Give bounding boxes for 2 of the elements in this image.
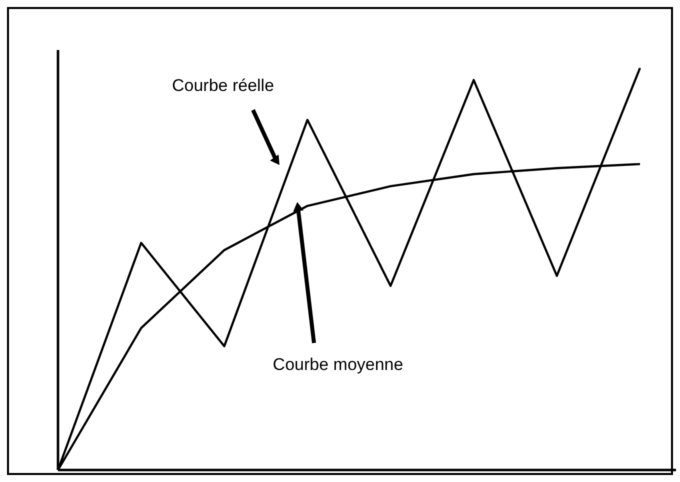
text: Courbe réelle [172, 76, 274, 95]
text: Courbe moyenne [272, 355, 404, 374]
